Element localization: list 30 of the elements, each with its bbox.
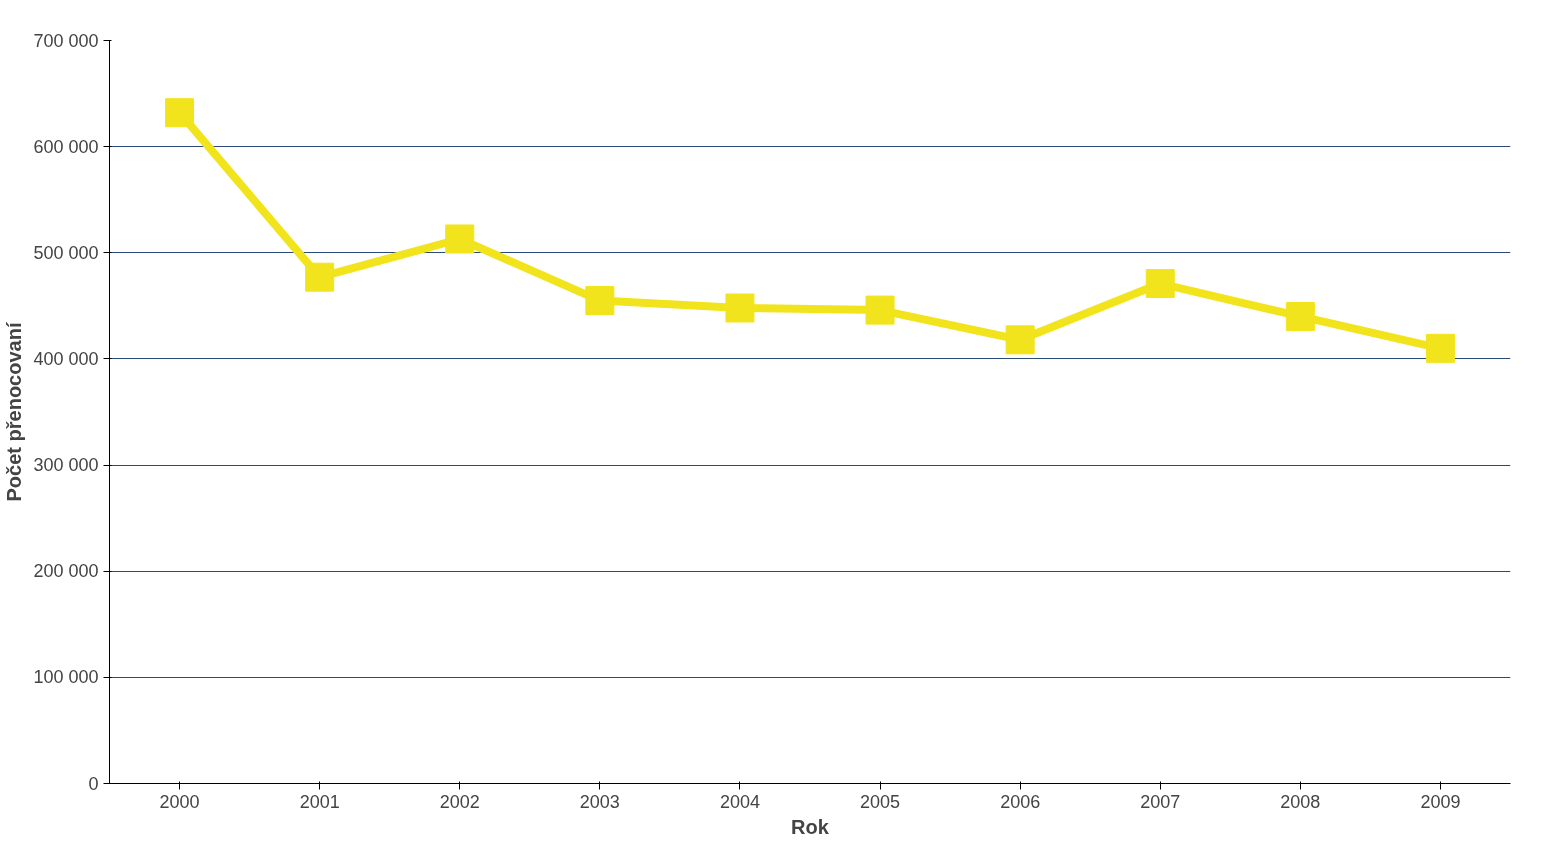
point bbox=[1145, 269, 1175, 299]
x-tick-label: 2004 bbox=[719, 791, 760, 812]
y-tick-label: 500 000 bbox=[33, 242, 99, 263]
point bbox=[305, 262, 335, 292]
y-axis-title: Počet přenocovaní bbox=[3, 321, 26, 502]
x-tick-label: 2002 bbox=[439, 791, 480, 812]
point bbox=[445, 224, 475, 254]
x-tick-label: 2009 bbox=[1420, 791, 1461, 812]
point bbox=[1005, 325, 1035, 355]
y-tick-label: 200 000 bbox=[33, 561, 99, 582]
x-tick-label: 2008 bbox=[1280, 791, 1321, 812]
y-tick-label: 100 000 bbox=[33, 667, 99, 688]
point bbox=[165, 98, 195, 128]
y-tick-label: 300 000 bbox=[33, 455, 99, 476]
y-tick-label: 0 bbox=[88, 773, 99, 794]
x-tick-label: 2003 bbox=[579, 791, 620, 812]
point bbox=[725, 293, 755, 323]
point bbox=[1425, 333, 1455, 363]
x-axis-title: Rok bbox=[791, 815, 830, 838]
x-tick-label: 2000 bbox=[159, 791, 200, 812]
point bbox=[865, 295, 895, 325]
x-tick-label: 2005 bbox=[860, 791, 901, 812]
y-tick-label: 400 000 bbox=[33, 348, 99, 369]
y-tick-label: 600 000 bbox=[33, 136, 99, 157]
y-tick-label: 700 000 bbox=[33, 30, 99, 51]
x-tick-label: 2007 bbox=[1140, 791, 1181, 812]
point bbox=[585, 286, 615, 316]
x-tick-label: 2001 bbox=[299, 791, 340, 812]
x-tick-label: 2006 bbox=[1000, 791, 1041, 812]
point bbox=[1285, 301, 1315, 331]
